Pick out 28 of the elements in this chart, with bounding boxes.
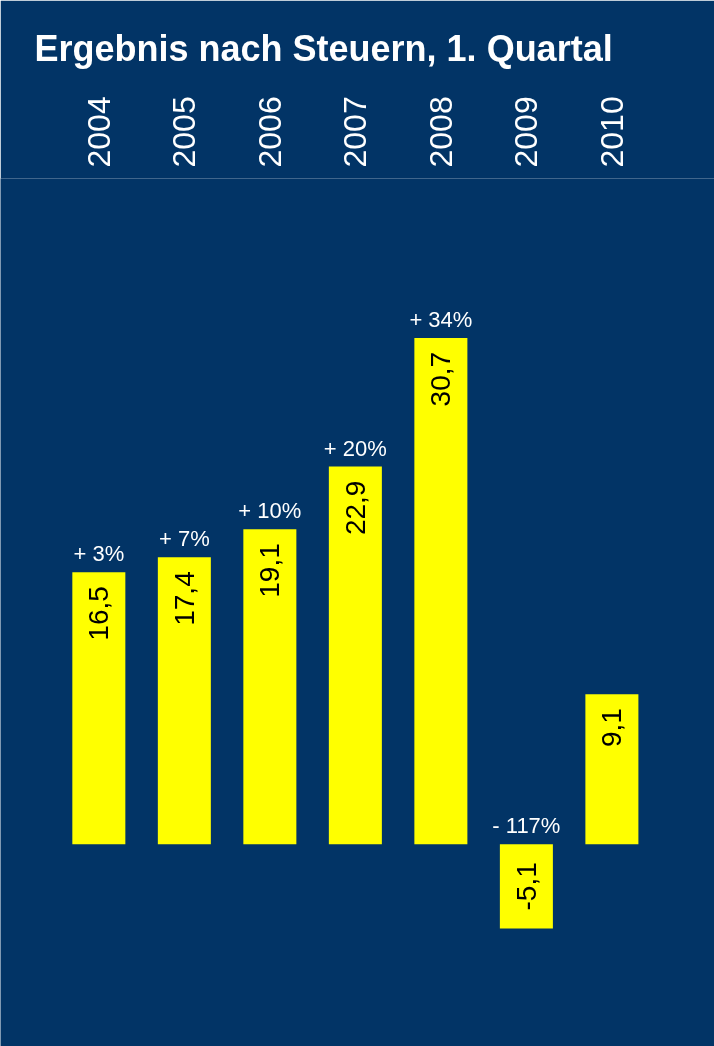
x-tick-label: 2004 [80, 96, 117, 168]
x-tick-label: 2007 [337, 96, 374, 168]
data-label: 9,1 [596, 708, 628, 748]
data-label: 30,7 [425, 351, 457, 407]
bar [243, 529, 297, 845]
annotation: + 34% [409, 306, 473, 332]
x-tick-label: 2009 [508, 96, 545, 168]
bar [157, 557, 211, 845]
data-label: 17,4 [168, 571, 200, 626]
bar [328, 466, 382, 845]
bar [585, 694, 639, 845]
bar [72, 572, 126, 845]
bar [499, 844, 553, 929]
annotation: + 7% [158, 526, 210, 552]
data-label: -5,1 [510, 862, 542, 911]
chart-title: Ergebnis nach Steuern, 1. Quartal [34, 27, 613, 69]
annotation: - 117% [492, 813, 561, 839]
x-tick-label: 2005 [166, 96, 203, 168]
annotation: + 3% [73, 541, 125, 567]
x-tick-label: 2006 [251, 96, 288, 168]
x-tick-label: 2010 [593, 96, 630, 168]
annotation: + 20% [323, 435, 387, 461]
annotation: + 10% [238, 498, 302, 524]
data-label: 22,9 [339, 480, 371, 536]
bar [414, 337, 468, 845]
x-tick-label: 2008 [422, 96, 459, 168]
data-label: 19,1 [254, 543, 286, 598]
data-label: 16,5 [83, 586, 115, 641]
